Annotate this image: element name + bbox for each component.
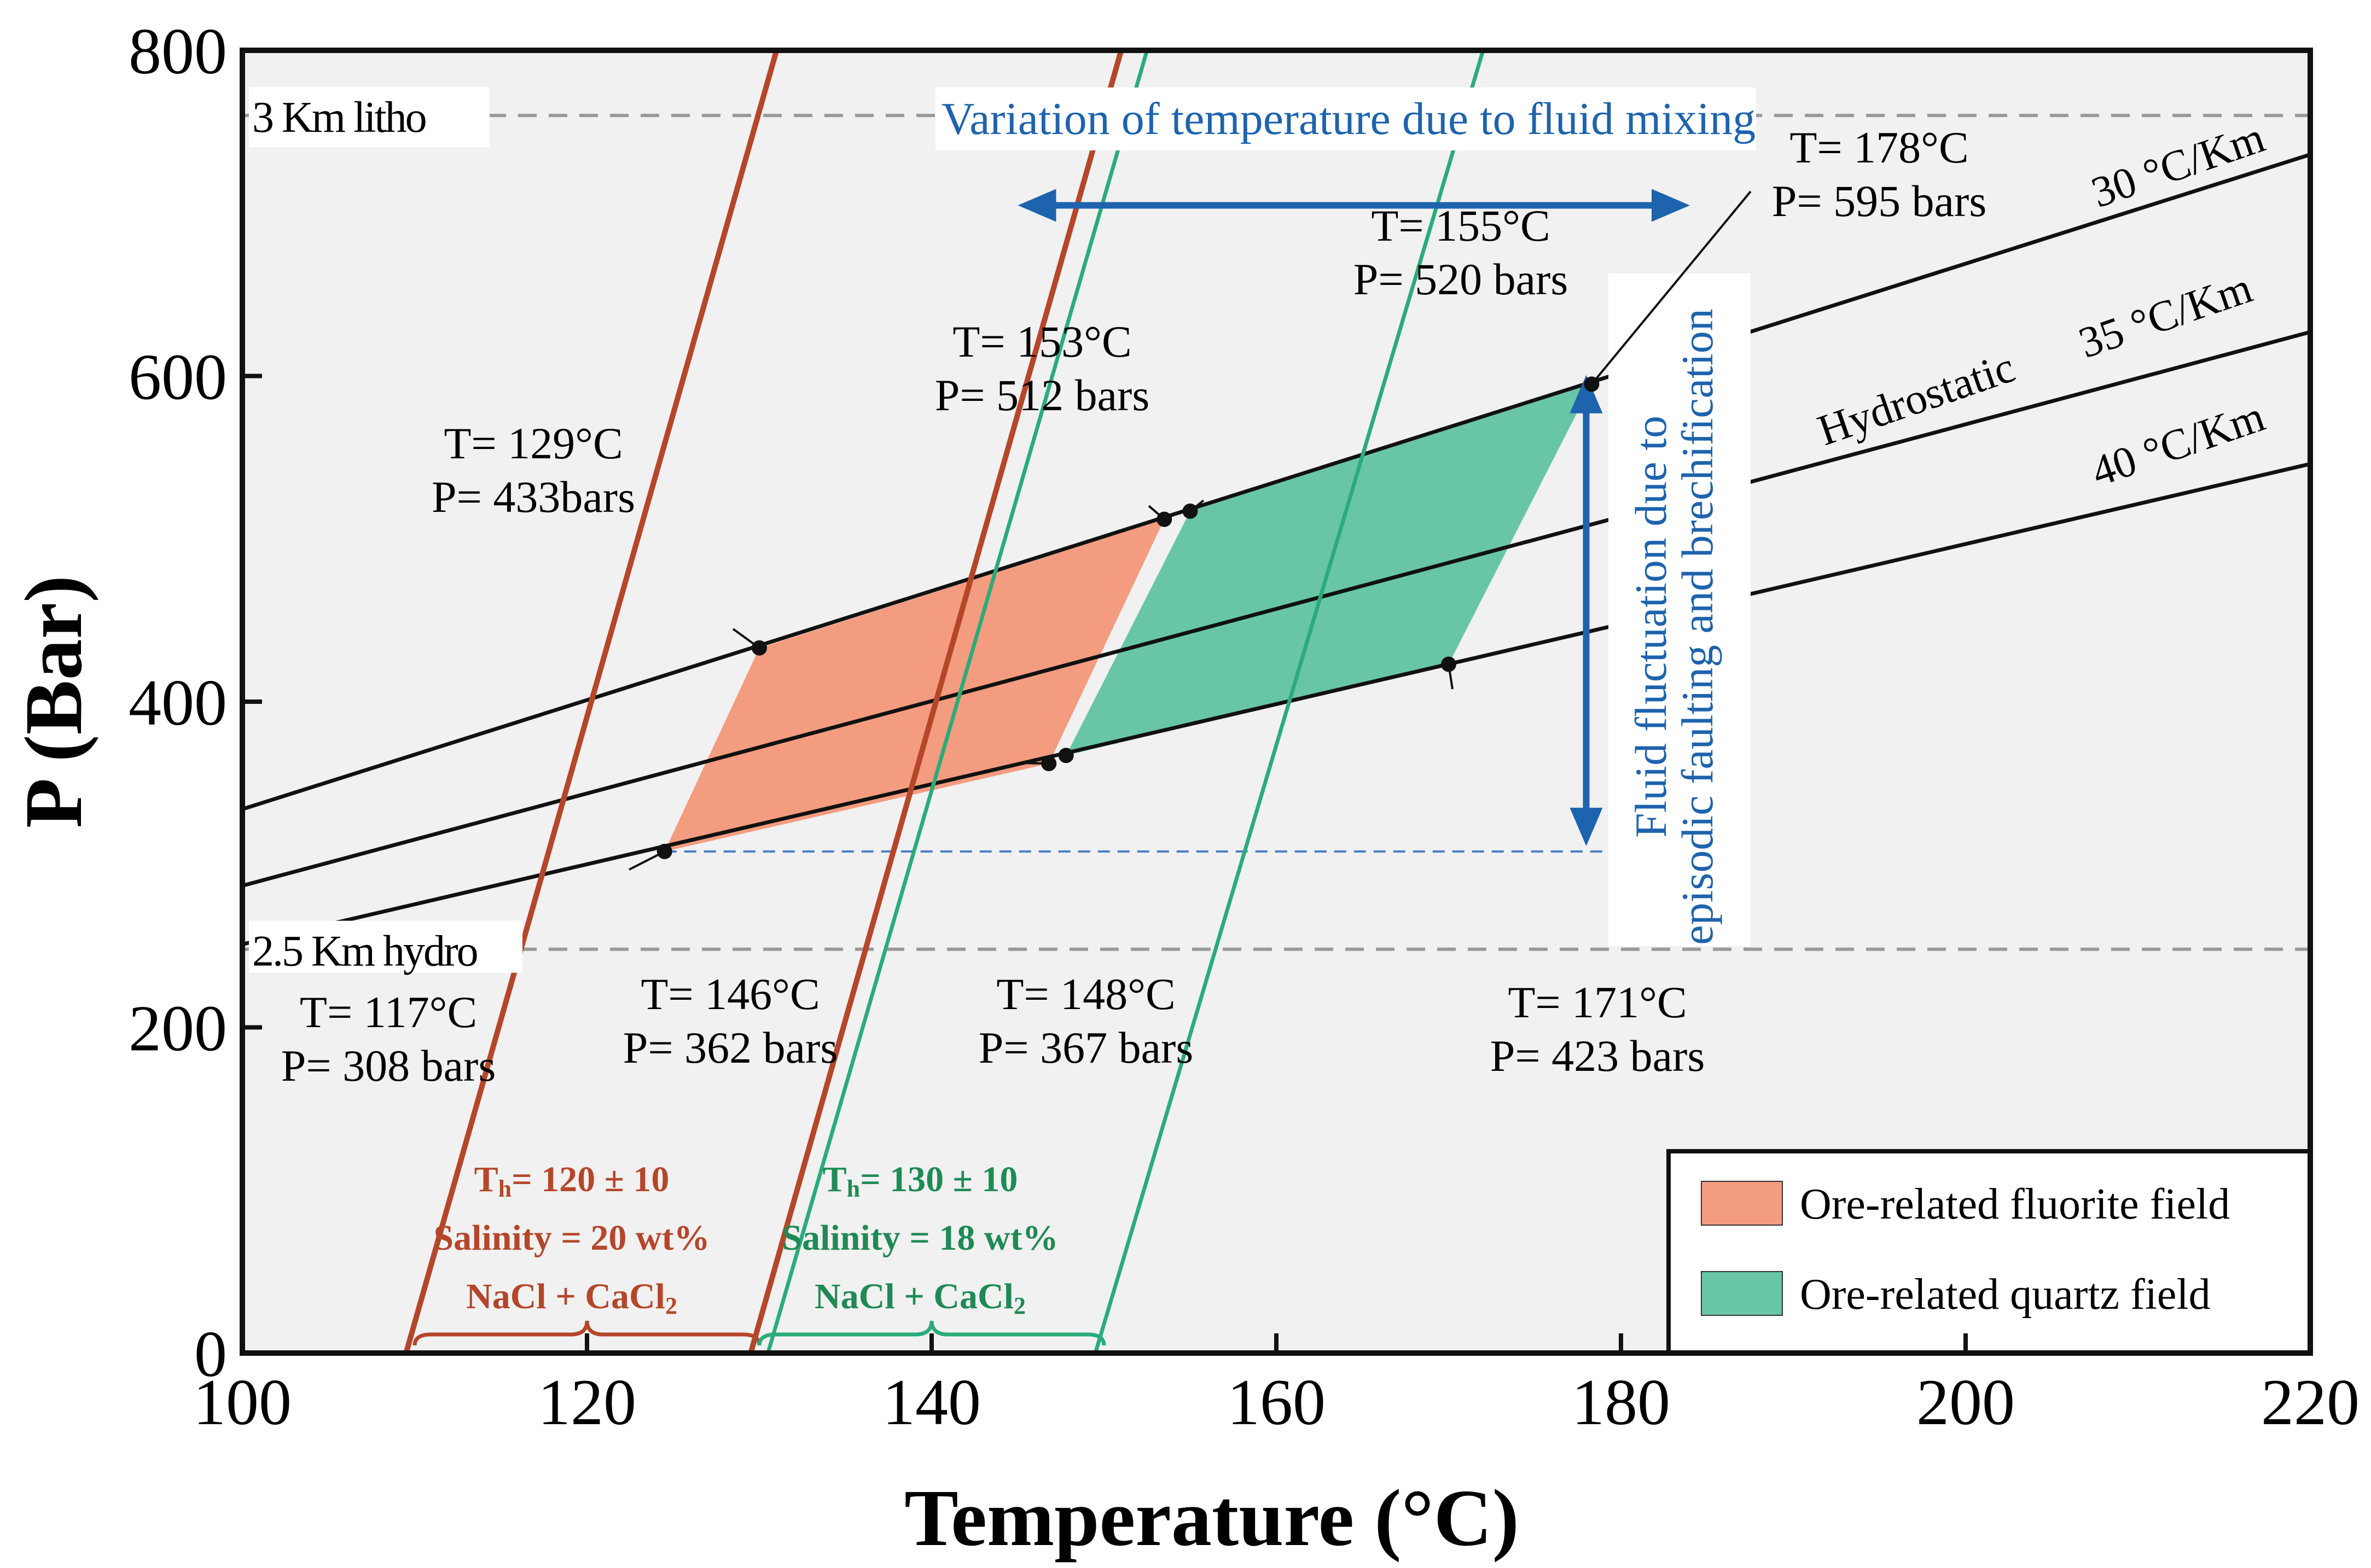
point-label-temp-2: T= 146°C [641, 969, 820, 1019]
field-fluorite [664, 519, 1165, 852]
brace-quartz [757, 1320, 1106, 1346]
y-tick-label-600: 600 [129, 341, 227, 413]
fluorite-composition-subscript: 2 [665, 1292, 677, 1319]
geotherm-line-0 [242, 153, 2310, 811]
x-axis-title: Temperature (°C) [904, 1473, 1519, 1563]
quartz-composition-subscript: 2 [1014, 1292, 1026, 1319]
point-label-pressure-1: P= 433bars [432, 472, 635, 522]
fluorite-inclusion-label: Th= 120 ± 10 Salinity = 20 wt% NaCl + Ca… [433, 1159, 710, 1319]
point-label-pressure-6: P= 423 bars [1490, 1031, 1705, 1081]
quartz-inclusion-label: Th= 130 ± 10 Salinity = 18 wt% NaCl + Ca… [782, 1159, 1058, 1319]
fluorite-salinity: Salinity = 20 wt% [433, 1218, 710, 1258]
reference-label-0: 3 Km litho [252, 94, 426, 142]
geotherm-line-2 [242, 462, 2310, 947]
data-point-4 [1157, 511, 1172, 527]
quartz-th-symbol: T [823, 1159, 847, 1199]
x-tick-label-200: 200 [1916, 1366, 2015, 1438]
data-point-6 [1441, 656, 1456, 672]
isochore-fluorite-1 [748, 50, 1124, 1353]
point-label-pressure-4: P= 512 bars [935, 370, 1149, 420]
quartz-th-subscript: h [847, 1175, 860, 1202]
fluorite-th-subscript: h [498, 1175, 512, 1202]
data-point-3 [1058, 748, 1074, 763]
brace-fluorite [412, 1320, 762, 1346]
reference-label-1: 2.5 Km hydro [252, 928, 477, 976]
reference-label-bg-1 [249, 920, 522, 973]
data-point-2 [1041, 756, 1057, 772]
point-label-pressure-0: P= 308 bars [281, 1041, 496, 1091]
mixing-annotation: Variation of temperature due to fluid mi… [935, 88, 1756, 222]
legend: Ore-related fluorite field Ore-related q… [1666, 1149, 2312, 1355]
mixing-label: Variation of temperature due to fluid mi… [942, 94, 1756, 144]
y-tick-label-800: 800 [129, 15, 227, 88]
svg-text:NaCl + CaCl2: NaCl + CaCl2 [466, 1276, 677, 1319]
x-tick-label-160: 160 [1227, 1366, 1326, 1438]
point-label-pressure-5: P= 520 bars [1353, 254, 1568, 304]
quartz-composition: NaCl + CaCl [815, 1276, 1014, 1316]
fluctuation-arrowhead-bottom [1570, 807, 1603, 846]
isochore-quartz-2 [766, 50, 1149, 1353]
data-point-7 [1584, 376, 1600, 392]
point-label-pressure-3: P= 367 bars [979, 1023, 1193, 1072]
svg-text:Th= 130 ± 10: Th= 130 ± 10 [823, 1159, 1018, 1202]
reference-label-bg-0 [249, 87, 490, 148]
point-label-pressure-2: P= 362 bars [623, 1023, 838, 1072]
x-tick-label-100: 100 [193, 1366, 292, 1438]
point-leader-7 [1590, 190, 1752, 385]
legend-label-quartz: Ore-related quartz field [1800, 1270, 2211, 1319]
point-label-temp-7: T= 178°C [1789, 123, 1968, 172]
x-tick-label-180: 180 [1572, 1366, 1670, 1438]
isochore-fluorite-0 [403, 50, 780, 1353]
data-point-1 [752, 640, 767, 656]
svg-text:Th= 120 ± 10: Th= 120 ± 10 [474, 1159, 670, 1202]
x-tick-label-120: 120 [538, 1366, 636, 1438]
quartz-salinity: Salinity = 18 wt% [782, 1218, 1058, 1258]
y-axis-title: P (Bar) [8, 575, 99, 828]
fluorite-composition: NaCl + CaCl [466, 1276, 665, 1316]
y-tick-label-0: 0 [194, 1318, 227, 1390]
point-label-temp-0: T= 117°C [300, 987, 477, 1037]
fluctuation-arrowhead-top [1570, 375, 1603, 413]
isochore-quartz-3 [1093, 50, 1485, 1353]
mixing-arrowhead-right [1652, 189, 1690, 222]
legend-swatch-fluorite [1701, 1181, 1783, 1226]
y-tick-label-200: 200 [129, 992, 227, 1065]
data-point-0 [656, 843, 672, 859]
legend-label-fluorite: Ore-related fluorite field [1800, 1180, 2230, 1228]
point-label-temp-6: T= 171°C [1508, 977, 1687, 1027]
x-tick-label-140: 140 [882, 1366, 981, 1438]
data-point-5 [1182, 503, 1198, 519]
point-label-temp-5: T= 155°C [1371, 201, 1550, 250]
mixing-arrowhead-left [1018, 189, 1056, 222]
svg-text:NaCl + CaCl2: NaCl + CaCl2 [815, 1276, 1026, 1319]
fluctuation-label-line2: episodic faulting and brechification [1672, 308, 1722, 945]
fluctuation-label-line1: Fluid fluctuation due to [1626, 416, 1676, 838]
fluorite-th-symbol: T [474, 1159, 498, 1199]
y-tick-label-400: 400 [129, 666, 227, 739]
fluctuation-annotation: Fluid fluctuation due to episodic faulti… [1570, 273, 1751, 946]
x-tick-label-220: 220 [2261, 1366, 2360, 1438]
fluorite-th-value: = 120 ± 10 [512, 1159, 669, 1199]
point-label-temp-4: T= 153°C [952, 317, 1131, 366]
legend-swatch-quartz [1701, 1271, 1783, 1316]
point-label-pressure-7: P= 595 bars [1772, 176, 1986, 226]
point-label-temp-1: T= 129°C [444, 418, 623, 468]
point-label-temp-3: T= 148°C [996, 969, 1175, 1019]
quartz-th-value: = 130 ± 10 [860, 1159, 1018, 1199]
geotherm-line-1 [242, 330, 2310, 888]
